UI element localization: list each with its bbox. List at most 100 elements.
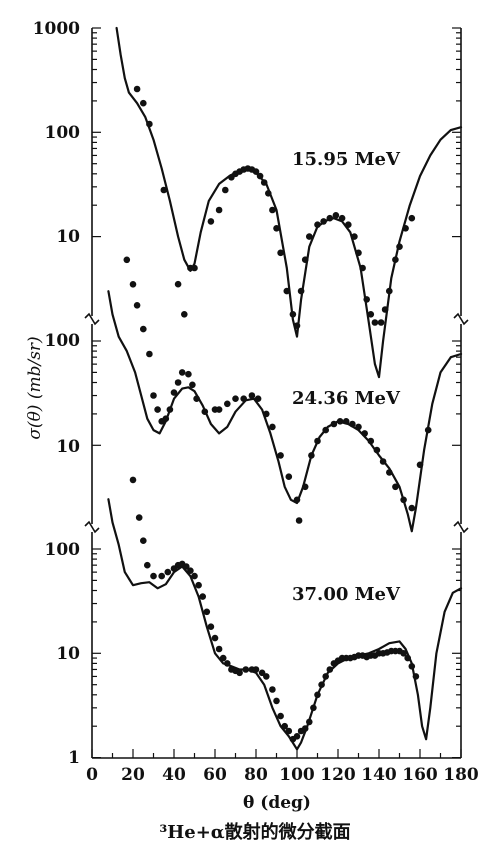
data-point-s2 xyxy=(189,381,196,389)
data-point-s1 xyxy=(326,214,334,222)
data-point-s1 xyxy=(140,99,147,107)
data-point-s3 xyxy=(404,654,412,662)
data-point-s3 xyxy=(215,645,223,653)
data-point-s2 xyxy=(193,395,200,403)
data-point-s3 xyxy=(135,514,143,521)
x-tick-label-80: 80 xyxy=(244,765,268,785)
data-point-s3 xyxy=(224,660,231,667)
data-point-s2 xyxy=(166,406,174,413)
data-point-s2 xyxy=(285,473,293,481)
chart-title: ³He+α散射的微分截面 xyxy=(159,821,350,843)
x-tick-label-140: 140 xyxy=(361,765,397,785)
data-point-s1 xyxy=(351,233,358,240)
data-point-s3 xyxy=(158,572,165,580)
theory-curve-3 xyxy=(107,498,463,751)
data-point-s2 xyxy=(386,469,393,476)
data-point-s1 xyxy=(402,225,409,232)
data-point-s2 xyxy=(330,420,338,428)
data-point-s1 xyxy=(222,186,229,194)
data-point-s2 xyxy=(355,423,362,431)
data-point-s1 xyxy=(367,311,375,318)
data-point-s1 xyxy=(301,256,309,264)
x-tick-label-100: 100 xyxy=(279,765,315,785)
data-point-s2 xyxy=(174,379,182,386)
data-point-s1 xyxy=(181,311,188,318)
data-point-s3 xyxy=(187,567,194,574)
data-point-s2 xyxy=(215,406,223,413)
data-point-s3 xyxy=(412,673,420,680)
series-label-24-36: 24.36 MeV xyxy=(292,388,401,409)
data-point-s1 xyxy=(207,218,215,225)
x-tick-label-20: 20 xyxy=(121,765,145,785)
data-point-s1 xyxy=(146,120,153,128)
data-point-s3 xyxy=(318,681,325,688)
right-axis-break-1 xyxy=(453,520,469,534)
data-point-s1 xyxy=(359,264,366,272)
data-point-s1 xyxy=(293,322,301,330)
data-point-s1 xyxy=(269,206,276,214)
data-point-s2 xyxy=(232,395,239,403)
data-point-s2 xyxy=(150,392,157,399)
x-tick-label-180: 180 xyxy=(443,765,479,785)
theory-curves xyxy=(107,26,463,751)
data-point-s3 xyxy=(219,654,227,662)
data-point-s3 xyxy=(164,568,172,576)
data-point-s2 xyxy=(263,410,270,418)
y-tick-label-p3-1: 1 xyxy=(68,748,80,768)
data-point-s2 xyxy=(224,400,231,408)
data-point-s2 xyxy=(162,415,170,423)
theory-curve-1 xyxy=(115,26,463,379)
data-point-s3 xyxy=(314,691,321,699)
left-axis-break-1 xyxy=(84,520,100,534)
data-point-s3 xyxy=(150,572,157,580)
data-point-s1 xyxy=(215,206,223,214)
data-point-s2 xyxy=(424,426,432,434)
data-point-s1 xyxy=(332,212,340,219)
x-axis-label: θ (deg) xyxy=(243,793,311,813)
data-point-s3 xyxy=(242,666,250,673)
data-point-s3 xyxy=(408,663,416,670)
data-point-s2 xyxy=(293,496,301,504)
data-point-s3 xyxy=(207,623,215,630)
data-point-s2 xyxy=(201,408,209,416)
y-tick-label-p3-100: 100 xyxy=(45,540,81,560)
data-point-s1 xyxy=(392,256,399,264)
data-point-s2 xyxy=(154,406,161,413)
data-point-s2 xyxy=(416,461,424,469)
data-point-s2 xyxy=(295,517,303,524)
data-point-s1 xyxy=(408,214,416,222)
data-point-s2 xyxy=(349,420,356,428)
data-point-s2 xyxy=(146,350,153,358)
series-label-15-95: 15.95 MeV xyxy=(292,149,401,170)
data-point-s3 xyxy=(203,608,211,616)
data-point-s3 xyxy=(140,537,147,544)
data-point-s2 xyxy=(379,458,387,465)
data-point-s2 xyxy=(254,395,262,403)
data-point-s1 xyxy=(338,214,346,222)
data-point-s1 xyxy=(256,172,264,180)
data-point-s1 xyxy=(371,319,379,326)
data-point-s2 xyxy=(373,446,381,454)
data-point-s1 xyxy=(396,243,403,250)
data-point-s2 xyxy=(342,418,350,425)
x-tick-label-60: 60 xyxy=(203,765,227,785)
data-point-s2 xyxy=(408,504,416,512)
y-tick-label-p1-10: 10 xyxy=(56,227,80,247)
data-point-s3 xyxy=(306,718,313,726)
x-tick-label-0: 0 xyxy=(86,765,98,785)
data-point-s1 xyxy=(314,221,321,228)
data-point-s2 xyxy=(248,392,256,399)
data-point-s2 xyxy=(123,256,131,264)
data-point-s3 xyxy=(183,563,190,570)
data-point-s1 xyxy=(297,287,305,295)
data-point-s3 xyxy=(285,727,293,735)
data-point-s1 xyxy=(252,168,260,175)
data-point-s2 xyxy=(314,437,321,445)
data-point-s2 xyxy=(308,452,315,459)
data-points xyxy=(123,85,432,743)
y-tick-label-p2-100: 100 xyxy=(45,331,81,351)
data-point-s2 xyxy=(269,423,276,431)
data-point-s2 xyxy=(140,325,147,333)
data-point-s2 xyxy=(170,389,178,396)
y-axis-label: σ(θ) (mb/sr) xyxy=(25,336,45,439)
